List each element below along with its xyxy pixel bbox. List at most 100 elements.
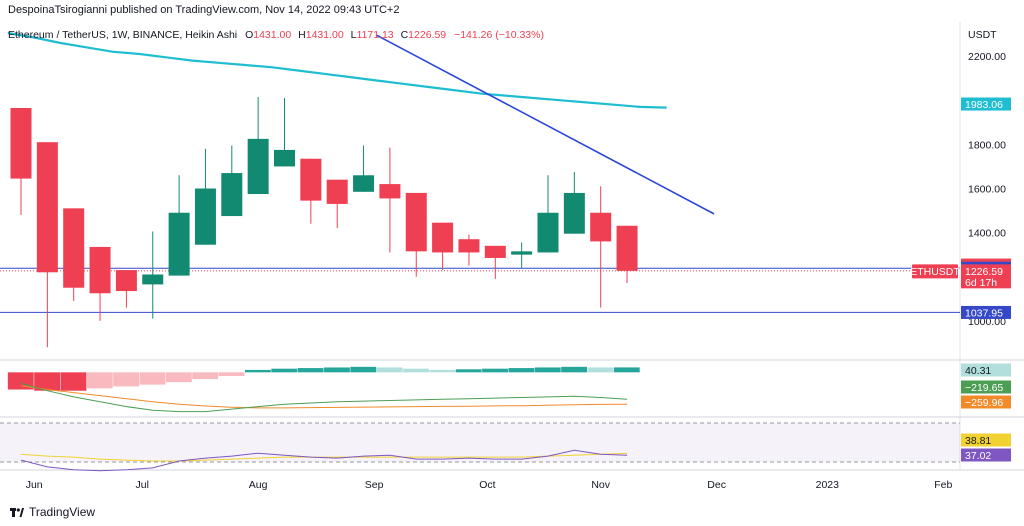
price-label-4: 1037.95 [965, 307, 1003, 319]
macd-bar-14 [376, 367, 403, 373]
rsi-label-rsi_ma: 38.81 [965, 435, 991, 447]
candle-body-8 [221, 173, 243, 217]
macd-bar-12 [324, 367, 350, 373]
candle-body-7 [194, 188, 216, 245]
macd-bar-5 [139, 372, 166, 385]
candle-body-21 [563, 192, 585, 234]
candle-body-4 [115, 270, 137, 292]
macd-bar-17 [455, 369, 482, 373]
moving-average [7, 31, 667, 109]
macd-bar-16 [429, 369, 456, 373]
candle-body-15 [405, 192, 427, 252]
candle-body-12 [326, 179, 348, 204]
macd-bar-21 [561, 366, 588, 373]
rsi-label-bg-rsi [961, 448, 1011, 462]
price-tick-1800: 1800.00 [968, 139, 1006, 151]
macd-bar-2 [60, 372, 87, 391]
rsi-label-rsi: 37.02 [965, 450, 991, 462]
candle-body-3 [89, 246, 111, 294]
candle-body-18 [484, 245, 506, 258]
price-axis-unit: USDT [968, 29, 997, 41]
candle-body-14 [379, 184, 401, 199]
legend-close-value: 1226.59 [408, 29, 446, 41]
time-axis-ticks: Jun Jul Aug Sep Oct Nov Dec 2023 Feb [26, 479, 953, 491]
legend-open-label: O [245, 29, 253, 41]
macd-signal-line [20, 385, 628, 409]
macd-label-bg-histogram [961, 363, 1011, 377]
candle-body-5 [142, 274, 164, 285]
time-tick-nov: Nov [591, 479, 610, 491]
time-tick-dec: Dec [707, 479, 726, 491]
macd-bar-9 [244, 369, 271, 373]
macd-label-bg-signal [961, 395, 1011, 409]
macd-pane [7, 366, 640, 413]
macd-bar-11 [297, 368, 324, 373]
candle-body-10 [274, 149, 295, 167]
candle-body-23 [616, 225, 638, 271]
candle-body-13 [353, 175, 375, 192]
time-tick-2023: 2023 [816, 479, 840, 491]
candle-body-17 [458, 239, 480, 253]
legend-open-value: 1431.00 [253, 29, 291, 41]
legend-line: Ethereum / TetherUS, 1W, BINANCE, Heikin… [8, 29, 544, 41]
macd-label-signal: −259.96 [965, 397, 1003, 409]
candle-body-1 [36, 142, 58, 273]
legend-low-label: L [351, 29, 357, 41]
price-label-bg-3 [961, 264, 1011, 289]
trendline[interactable] [376, 34, 715, 215]
macd-bar-15 [403, 368, 429, 373]
price-label-countdown: 6d 17h [965, 277, 997, 289]
candle-body-20 [537, 212, 559, 253]
macd-bar-7 [192, 372, 219, 380]
price-label-bg-0 [961, 97, 1011, 111]
price-label-3: 1226.59 [965, 266, 1003, 278]
time-tick-jun: Jun [26, 479, 43, 491]
price-tick-1400: 1400.00 [968, 228, 1006, 240]
time-tick-aug: Aug [249, 479, 268, 491]
price-label-bg-4 [961, 305, 1011, 319]
macd-bar-20 [534, 367, 561, 373]
symbol-tag: ETHUSDT [910, 266, 960, 278]
macd-bar-4 [113, 372, 140, 387]
candle-body-6 [168, 212, 190, 276]
macd-bar-8 [218, 372, 245, 377]
candle-body-9 [247, 138, 269, 195]
tradingview-footer[interactable]: TradingView [10, 504, 95, 520]
legend-symbol: Ethereum / TetherUS, 1W, BINANCE, Heikin… [8, 29, 237, 41]
tradingview-logo-icon [10, 507, 24, 517]
macd-bar-22 [587, 367, 614, 373]
candle-body-16 [432, 222, 454, 253]
rsi-line [20, 449, 628, 472]
price-tick-2200: 2200.00 [968, 51, 1006, 63]
candle-body-2 [63, 208, 85, 288]
time-tick-oct: Oct [479, 479, 495, 491]
legend-high-value: 1431.00 [306, 29, 344, 41]
legend-low-value: 1171.13 [356, 29, 393, 41]
macd-bar-13 [350, 366, 377, 373]
ma-line [7, 31, 667, 109]
legend-change: −141.26 (−10.33%) [454, 29, 544, 41]
macd-label-macd: −219.65 [965, 382, 1003, 394]
macd-bar-23 [613, 367, 640, 373]
rsi-band [0, 423, 960, 462]
candle-body-11 [300, 158, 322, 201]
trendline-segment [376, 34, 715, 215]
candle-body-22 [590, 212, 612, 242]
time-tick-sep: Sep [365, 479, 384, 491]
macd-label-histogram: 40.31 [965, 365, 991, 377]
legend-close-label: C [401, 29, 409, 41]
legend-high-label: H [298, 29, 306, 41]
macd-bar-1 [34, 372, 61, 391]
candle-body-0 [10, 108, 32, 179]
horizontal-lines [0, 267, 960, 313]
rsi-pane [20, 449, 628, 472]
candles [10, 96, 638, 348]
publisher-line: DespoinaTsirogianni published on Trading… [8, 4, 400, 16]
macd-bar-18 [482, 368, 508, 373]
time-tick-feb: Feb [934, 479, 952, 491]
price-tick-1600: 1600.00 [968, 184, 1006, 196]
macd-bar-6 [165, 372, 192, 383]
macd-bar-10 [271, 368, 298, 373]
macd-label-bg-macd [961, 380, 1011, 394]
